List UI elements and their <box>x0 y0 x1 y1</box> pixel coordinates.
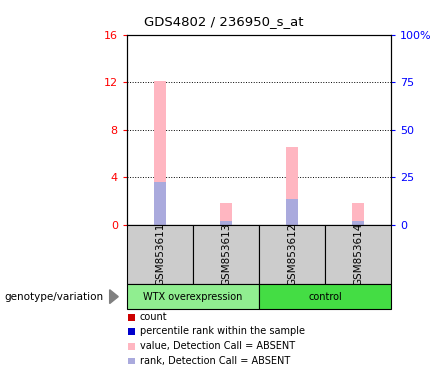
Bar <box>286 147 298 225</box>
Text: WTX overexpression: WTX overexpression <box>143 291 243 302</box>
Bar <box>127 225 193 284</box>
Bar <box>128 314 135 321</box>
Bar <box>128 358 135 364</box>
Text: genotype/variation: genotype/variation <box>4 291 104 302</box>
Text: GSM853611: GSM853611 <box>155 223 165 286</box>
Text: GSM853613: GSM853613 <box>221 223 231 286</box>
Bar <box>154 182 166 225</box>
Text: count: count <box>140 312 167 322</box>
Bar <box>128 343 135 350</box>
Text: rank, Detection Call = ABSENT: rank, Detection Call = ABSENT <box>140 356 290 366</box>
Text: GDS4802 / 236950_s_at: GDS4802 / 236950_s_at <box>144 15 303 28</box>
Bar <box>259 225 325 284</box>
Bar <box>193 225 259 284</box>
Bar <box>220 203 232 225</box>
Bar <box>259 284 391 309</box>
Bar <box>128 328 135 335</box>
Bar <box>127 284 259 309</box>
Text: percentile rank within the sample: percentile rank within the sample <box>140 326 305 336</box>
Bar <box>286 199 298 225</box>
Text: control: control <box>308 291 342 302</box>
Bar <box>325 225 391 284</box>
Bar <box>154 81 166 225</box>
Bar <box>352 203 364 225</box>
Text: GSM853614: GSM853614 <box>353 223 363 286</box>
Bar <box>220 221 232 225</box>
Text: GSM853612: GSM853612 <box>287 223 297 286</box>
Text: value, Detection Call = ABSENT: value, Detection Call = ABSENT <box>140 341 295 351</box>
Bar <box>352 221 364 225</box>
Polygon shape <box>110 290 118 303</box>
